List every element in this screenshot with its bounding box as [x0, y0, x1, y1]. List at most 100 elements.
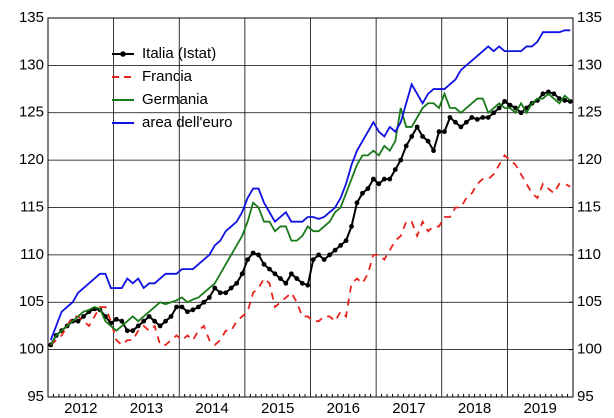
legend-marker [120, 51, 126, 57]
series-marker [556, 96, 562, 101]
y2-tick-label: 135 [577, 9, 602, 26]
series-marker [365, 186, 371, 191]
series-marker [245, 257, 251, 263]
legend-label: area dell'euro [142, 114, 232, 131]
series-marker [502, 98, 508, 104]
y2-tick-label: 95 [577, 388, 594, 405]
y2-tick-label: 105 [577, 293, 602, 310]
series-marker [338, 243, 343, 248]
y2-tick-label: 115 [577, 198, 601, 215]
series-marker [349, 224, 354, 229]
series-marker [228, 285, 234, 291]
series-marker [447, 115, 453, 120]
series-marker [250, 250, 256, 256]
series-marker [195, 304, 201, 310]
series-marker [239, 271, 245, 277]
series-marker [409, 134, 415, 139]
series-marker [168, 314, 174, 319]
x-tick-label: 2014 [195, 400, 228, 417]
series-marker [321, 257, 327, 263]
y2-tick-label: 120 [577, 151, 602, 168]
x-tick-label: 2017 [392, 400, 425, 417]
series-marker [343, 238, 349, 244]
series-marker [327, 252, 333, 258]
series-marker [124, 328, 130, 334]
y2-tick-label: 125 [577, 104, 602, 121]
series-marker [398, 157, 404, 163]
y-tick-label: 115 [20, 198, 44, 215]
series-marker [163, 318, 168, 324]
series-marker [332, 247, 338, 253]
series-marker [256, 252, 261, 258]
series-marker [491, 110, 497, 116]
x-tick-label: 2012 [64, 400, 97, 417]
series-marker [179, 304, 185, 310]
series-marker [414, 124, 420, 130]
series-line [50, 153, 571, 347]
series-marker [453, 119, 458, 125]
y-tick-label: 135 [19, 9, 44, 26]
series-marker [436, 129, 442, 135]
series-marker [217, 290, 223, 296]
series-marker [113, 316, 119, 322]
series-marker [420, 134, 426, 139]
y-tick-label: 100 [19, 341, 44, 358]
series-marker [119, 318, 125, 324]
series-marker [261, 261, 267, 267]
series-marker [146, 314, 152, 319]
series-marker [185, 309, 190, 315]
series-marker [431, 148, 436, 154]
y2-tick-label: 100 [577, 341, 602, 358]
y2-tick-label: 110 [577, 246, 601, 263]
series-marker [551, 91, 557, 97]
series-marker [310, 257, 316, 263]
series-marker [463, 119, 469, 125]
y2-tick-label: 130 [577, 56, 602, 73]
series-marker [190, 307, 196, 313]
series-marker [370, 176, 376, 182]
x-tick-label: 2019 [524, 400, 557, 417]
series-line [49, 91, 571, 346]
series-marker [294, 276, 300, 281]
series-marker [474, 116, 480, 122]
series-marker [201, 299, 207, 305]
series-marker [141, 318, 147, 324]
series-marker [360, 190, 365, 196]
series-marker [442, 129, 447, 135]
series-marker [425, 138, 431, 144]
series-marker [507, 102, 513, 108]
y-tick-label: 110 [20, 246, 44, 263]
series-marker [403, 143, 409, 149]
series-marker [545, 89, 551, 95]
series-marker [272, 271, 278, 277]
x-tick-label: 2016 [327, 400, 360, 417]
series-marker [305, 282, 311, 288]
series-marker [354, 200, 360, 206]
series-marker [212, 285, 218, 291]
series-marker [376, 181, 382, 187]
series-marker [392, 167, 398, 173]
x-tick-label: 2018 [458, 400, 491, 417]
legend-label: Germania [142, 91, 209, 108]
series-marker [288, 271, 294, 277]
x-tick-label: 2015 [261, 400, 294, 417]
x-tick-label: 2013 [130, 400, 163, 417]
series-marker [387, 176, 393, 182]
series-marker [267, 266, 272, 272]
series-marker [206, 295, 212, 300]
legend-label: Italia (Istat) [142, 45, 216, 62]
series-marker [469, 115, 475, 120]
series-marker [540, 91, 546, 97]
series-marker [130, 328, 136, 334]
series-marker [234, 280, 240, 286]
series-marker [75, 318, 81, 324]
series-marker [81, 314, 86, 319]
y-tick-label: 95 [27, 388, 44, 405]
y-tick-label: 125 [19, 104, 44, 121]
series-marker [135, 323, 141, 329]
series-marker [381, 176, 387, 182]
series-marker [157, 323, 163, 329]
series-marker [299, 280, 305, 286]
series-marker [223, 290, 229, 296]
